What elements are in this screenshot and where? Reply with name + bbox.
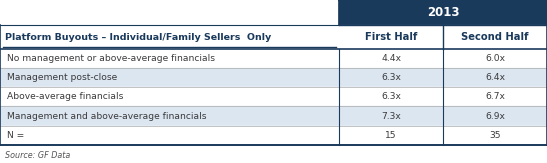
Text: First Half: First Half: [365, 32, 417, 42]
Text: Management and above-average financials: Management and above-average financials: [7, 111, 206, 121]
Text: 15: 15: [385, 131, 397, 140]
Text: 2013: 2013: [427, 6, 459, 19]
Text: 6.4x: 6.4x: [485, 73, 505, 82]
Text: N =: N =: [7, 131, 24, 140]
Text: 35: 35: [489, 131, 501, 140]
Bar: [0, 87, 547, 106]
Bar: [0, 49, 547, 68]
Text: 6.3x: 6.3x: [381, 92, 401, 101]
Bar: [0, 126, 547, 145]
Bar: [339, 25, 443, 49]
Text: No management or above-average financials: No management or above-average financial…: [7, 54, 214, 63]
Text: Management post-close: Management post-close: [7, 73, 117, 82]
Bar: [0, 106, 547, 126]
Text: Source: GF Data: Source: GF Data: [5, 151, 71, 160]
Text: 6.7x: 6.7x: [485, 92, 505, 101]
Text: 6.9x: 6.9x: [485, 111, 505, 121]
Text: 7.3x: 7.3x: [381, 111, 401, 121]
Bar: [0, 25, 339, 49]
Bar: [443, 25, 547, 49]
Text: Second Half: Second Half: [461, 32, 529, 42]
Text: 4.4x: 4.4x: [381, 54, 401, 63]
Text: 6.0x: 6.0x: [485, 54, 505, 63]
Text: Above-average financials: Above-average financials: [7, 92, 123, 101]
Bar: [339, 0, 547, 25]
Text: Platform Buyouts – Individual/Family Sellers  Only: Platform Buyouts – Individual/Family Sel…: [5, 33, 272, 42]
Text: 6.3x: 6.3x: [381, 73, 401, 82]
Bar: [0, 68, 547, 87]
